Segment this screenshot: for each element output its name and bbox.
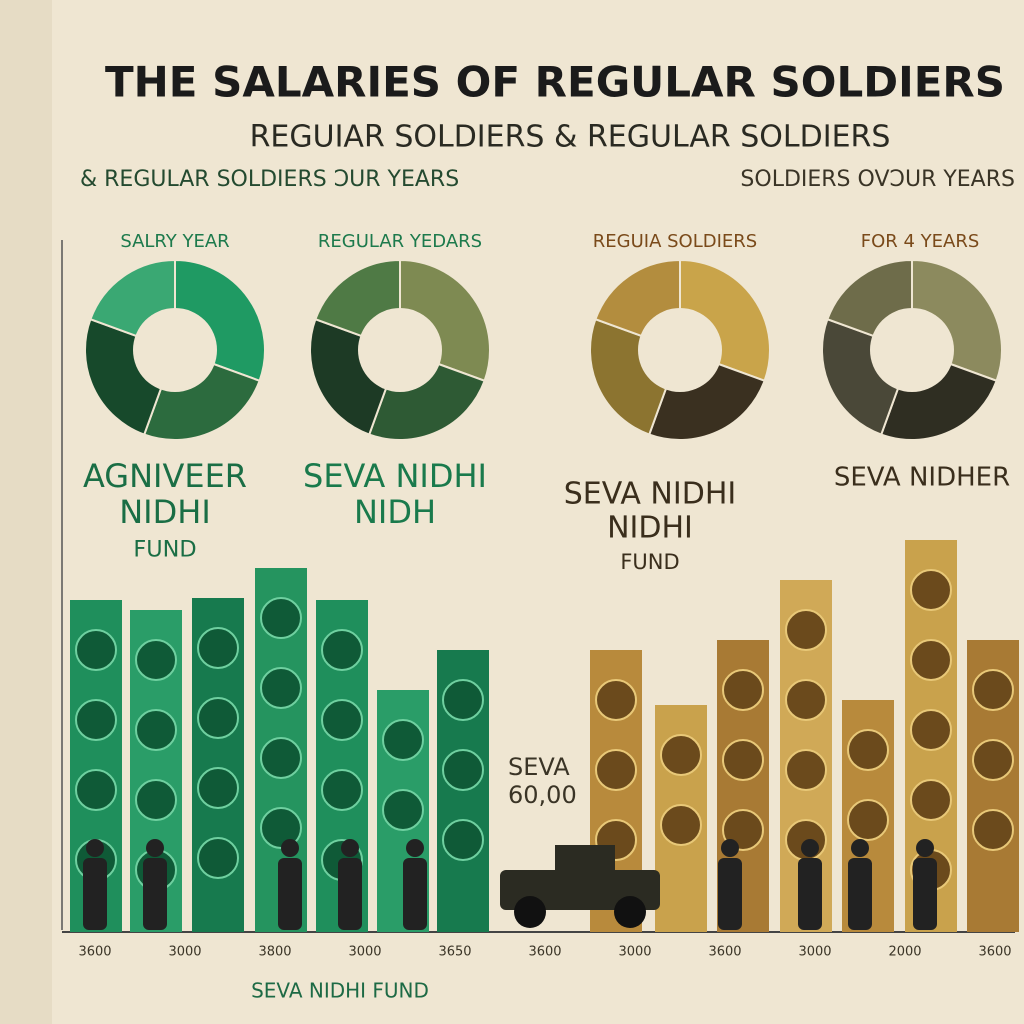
section-label: NIDH [354,493,436,531]
section-label: SEVA NIDHER [834,463,1010,493]
coin [785,679,827,721]
x-label: 3650 [438,945,471,960]
donut-hole [638,308,722,392]
section-label: NIDHI [607,511,693,546]
soldier-body [798,858,822,930]
soldier-body [143,858,167,930]
wheel [514,896,546,928]
section-label: SEVA NIDHI [564,477,736,512]
donut-label: SALRY YEAR [120,231,229,252]
footer: SEVA NIDHI FUND [251,979,429,1003]
callout: 60,00 [508,781,577,809]
coin [847,799,889,841]
coin [321,629,363,671]
coin [75,629,117,671]
x-label: 3600 [708,945,741,960]
section-label: NIDHI [119,493,211,531]
vehicle [555,845,615,873]
coin [75,699,117,741]
soldier-body [848,858,872,930]
coin [972,739,1014,781]
x-label: 3600 [78,945,111,960]
x-label: 2000 [888,945,921,960]
coin [910,569,952,611]
soldier-body [403,858,427,930]
x-label: 3000 [348,945,381,960]
coin [660,734,702,776]
section-label: SEVA NIDHI [303,457,487,495]
tagline: SOLDIERS OVƆUR YEARS [740,167,1015,192]
coin [660,804,702,846]
coin [260,597,302,639]
coin [442,819,484,861]
coin [197,627,239,669]
coin [382,789,424,831]
coin [910,709,952,751]
donut-hole [358,308,442,392]
coin [910,779,952,821]
donut-label: REGULAR YEDARS [318,231,482,252]
coin [135,779,177,821]
soldier-body [718,858,742,930]
side-strip [0,0,52,1024]
coin [595,679,637,721]
soldier-head [916,839,934,857]
coin [722,669,764,711]
coin [382,719,424,761]
coin [197,697,239,739]
coin [135,639,177,681]
soldier-head [86,839,104,857]
coin [442,679,484,721]
coin [442,749,484,791]
coin [197,837,239,879]
soldier-head [406,839,424,857]
x-label: 3800 [258,945,291,960]
x-label: 3600 [528,945,561,960]
coin [910,639,952,681]
tagline: & REGULAR SOLDIERS ƆUR YEARS [80,167,459,192]
soldier-body [338,858,362,930]
coin [722,739,764,781]
donut-hole [870,308,954,392]
soldier-body [278,858,302,930]
soldier-head [851,839,869,857]
soldier-head [801,839,819,857]
coin [972,809,1014,851]
coin [595,749,637,791]
section-label: AGNIVEER [83,457,247,495]
x-label: 3000 [618,945,651,960]
section-label: FUND [133,537,196,563]
x-label: 3600 [978,945,1011,960]
donut-label: FOR 4 YEARS [861,231,980,252]
x-label: 3000 [168,945,201,960]
coin [972,669,1014,711]
coin [260,737,302,779]
coin [321,699,363,741]
soldier-head [281,839,299,857]
soldier-body [913,858,937,930]
x-label: 3000 [798,945,831,960]
donut-label: REGUIA SOLDIERS [593,231,757,252]
soldier-body [83,858,107,930]
coin [785,609,827,651]
section-label: FUND [620,550,679,574]
soldier-head [721,839,739,857]
soldier-head [341,839,359,857]
coin [785,749,827,791]
coin [197,767,239,809]
donut-hole [133,308,217,392]
coin [75,769,117,811]
wheel [614,896,646,928]
coin [135,709,177,751]
subtitle: REGUIAR SOLDIERS & REGULAR SOLDIERS [250,120,891,155]
title: THE SALARIES OF REGULAR SOLDIERS [105,58,1005,107]
soldier-head [146,839,164,857]
coin [321,769,363,811]
callout: SEVA [508,753,570,781]
coin [260,667,302,709]
coin [847,729,889,771]
